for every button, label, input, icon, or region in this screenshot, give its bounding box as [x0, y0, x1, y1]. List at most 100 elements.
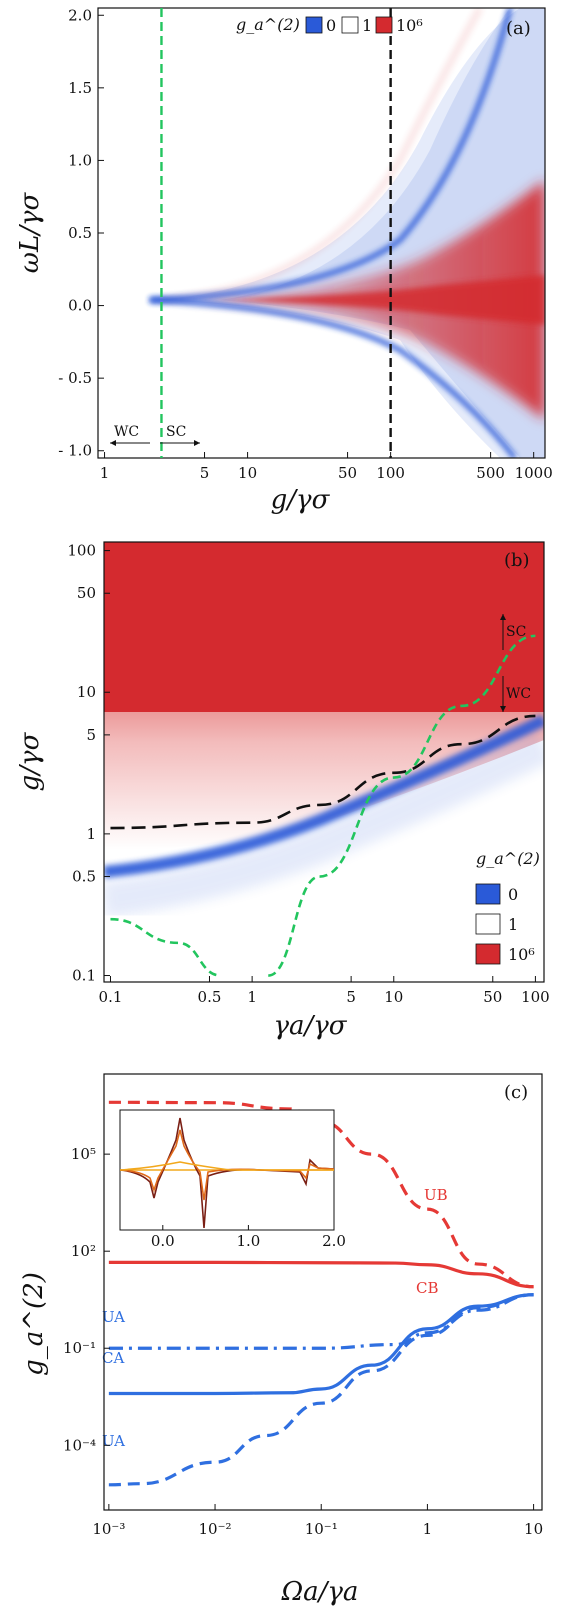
panel-c-frame	[103, 1073, 543, 1511]
panel-a-legend: g_a^(2) 0 1 10⁶	[236, 15, 423, 35]
panel-c-xtick-label: 10⁻²	[199, 1520, 232, 1538]
panel-a-label: (a)	[506, 18, 531, 39]
panel-b-ylabel: g/γσ	[15, 731, 45, 791]
legend-b-label-1: 1	[508, 915, 518, 934]
panel-a-heatmap	[149, 8, 545, 458]
panel-a-ytick-label: 1.0	[68, 151, 92, 169]
panel-a-xtick-label: 10	[238, 464, 257, 482]
legend-swatch-0	[305, 16, 323, 34]
panel-a-ytick-label: 0.5	[68, 224, 92, 242]
panel-b-curves	[110, 634, 536, 977]
panel-c-ytick-label: 10⁻¹	[63, 1339, 96, 1357]
panel-a-ytick-label: - 1.0	[58, 442, 92, 460]
panel-c-series-label-0: UB	[424, 1186, 448, 1204]
panel-c-xtick-label: 10⁻¹	[305, 1520, 338, 1538]
panel-b-xtick-label: 50	[483, 988, 502, 1006]
panel-b-heatmap	[104, 542, 544, 982]
panel-c-xtick-label: 10	[524, 1520, 543, 1538]
panel-c-series-4	[108, 1293, 534, 1487]
legend-b-swatch-2	[475, 943, 501, 965]
panel-a-upper-branch	[149, 8, 513, 303]
panel-c-series-2	[108, 1293, 534, 1350]
panel-a-ytick-label: - 0.5	[58, 369, 92, 387]
panel-c-series-labels: UB CB UA CA UA	[102, 1186, 448, 1450]
panel-a-xtick-label: 50	[338, 464, 357, 482]
wc-label-b: WC	[506, 686, 531, 702]
panel-b-xtick-label: 0.1	[99, 988, 123, 1006]
panel-c-series-0	[108, 1100, 534, 1289]
panel-b-xtick-label: 100	[521, 988, 550, 1006]
panel-b-ytick-label: 1	[86, 825, 96, 843]
legend-a-label-2: 10⁶	[396, 16, 423, 35]
panel-a-xtick-label: 1000	[515, 464, 553, 482]
panel-c-label: (c)	[504, 1082, 528, 1103]
panel-c-series-label-1: CB	[416, 1279, 439, 1297]
panel-b-ytick-label: 50	[77, 584, 96, 602]
panel-c-ytick-label: 10⁻⁴	[63, 1436, 96, 1454]
panel-c-ylabel: g_a^(2)	[19, 1272, 49, 1376]
panel-a-xtick-label: 100	[376, 464, 405, 482]
panel-b-curve-1	[110, 917, 221, 977]
panel-b-frame	[103, 541, 545, 983]
legend-b-label-0: 0	[508, 885, 518, 904]
panel-b-xtick-label: 5	[346, 988, 356, 1006]
inset-series-smooth	[120, 1161, 334, 1171]
panel-b-regime-annotation: SC WC	[500, 614, 531, 712]
panel-b-xlabel: γa/γσ	[273, 1011, 347, 1041]
panel-c-xlabel: Ωa/γa	[281, 1577, 359, 1607]
legend-b-label-2: 10⁶	[508, 945, 535, 964]
inset-xtick-label: 2.0	[322, 1232, 346, 1250]
panel-c-series	[108, 1100, 534, 1487]
panel-c-series-label-3: CA	[102, 1349, 124, 1367]
panel-a-regime-annotation: WC SC	[110, 424, 200, 446]
panel-a-y-ticks: - 1.0 - 0.5 0.0 0.5 1.0 1.5 2.0	[58, 6, 104, 460]
legend-a-label-1: 1	[362, 16, 372, 35]
panel-b-xtick-label: 0.5	[198, 988, 222, 1006]
wc-label-a: WC	[114, 424, 139, 440]
legend-a-label-0: 0	[326, 16, 336, 35]
panel-b-x-ticks: 0.1 0.5 1 5 10 50 100	[99, 976, 550, 1006]
panel-b-xtick-label: 10	[384, 988, 403, 1006]
panel-a-ytick-label: 2.0	[68, 6, 92, 24]
panel-b-y-ticks: 0.1 0.5 1 5 10 50 100	[67, 542, 110, 985]
panel-b-xtick-label: 1	[247, 988, 257, 1006]
panel-c-xtick-label: 1	[423, 1520, 433, 1538]
panel-a-legend-title: g_a^(2)	[236, 15, 300, 34]
panel-a-xtick-label: 5	[200, 464, 210, 482]
panel-c-ytick-label: 10⁵	[71, 1145, 96, 1163]
inset-x-ticks: 0.0 1.0 2.0	[151, 1225, 346, 1250]
panel-b-curve-2	[267, 634, 536, 977]
panel-a-ylabel: ωL/γσ	[15, 191, 45, 273]
panel-a-x-ticks: 1 5 10 50 100 500 1000	[100, 452, 553, 482]
panel-a-vlines	[160, 8, 392, 458]
legend-b-swatch-1	[475, 913, 501, 935]
panel-a-xtick-label: 500	[476, 464, 505, 482]
panel-b-ytick-label: 0.1	[72, 967, 96, 985]
sc-label-b: SC	[506, 624, 526, 640]
panel-a-ytick-label: 0.0	[68, 297, 92, 315]
inset-xtick-label: 1.0	[236, 1232, 260, 1250]
panel-c-xtick-label: 10⁻³	[92, 1520, 125, 1538]
panel-b-ytick-label: 10	[77, 683, 96, 701]
panel-b-ytick-label: 100	[67, 542, 96, 560]
panel-a-xlabel: g/γσ	[271, 485, 331, 515]
legend-swatch-1	[341, 16, 359, 34]
panel-c-series-1	[108, 1260, 534, 1289]
panel-b-label: (b)	[504, 550, 530, 571]
panel-b-legend: g_a^(2) 0 1 10⁶	[475, 849, 540, 965]
panel-c-series-label-2: UA	[102, 1308, 125, 1326]
panel-c-series-label-4: UA	[102, 1432, 125, 1450]
panel-c-y-ticks: 10⁻⁴ 10⁻¹ 10² 10⁵	[63, 1145, 110, 1454]
panel-b-legend-title: g_a^(2)	[476, 849, 540, 868]
panel-a: 1 5 10 50 100 500 1000 - 1.0- 0.50.00.51.01.52…	[15, 6, 553, 515]
legend-swatch-2	[375, 16, 393, 34]
sc-label-a: SC	[166, 424, 186, 440]
legend-b-swatch-0	[475, 883, 501, 905]
panel-b-curve-0	[110, 714, 536, 830]
panel-b-blue-band	[104, 714, 544, 878]
inset-xtick-label: 0.0	[151, 1232, 175, 1250]
panel-c-inset: 0.0 1.0 2.0	[119, 1109, 346, 1250]
